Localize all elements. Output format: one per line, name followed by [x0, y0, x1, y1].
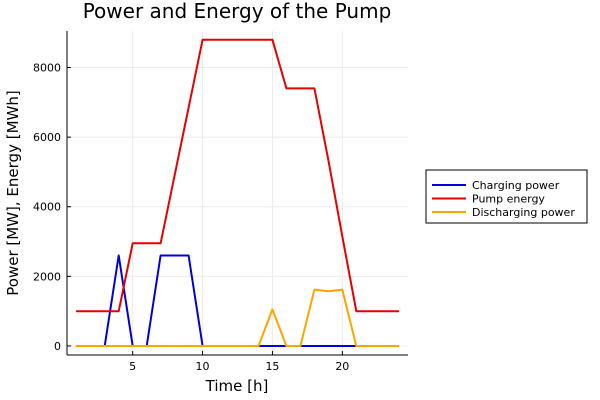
y-tick-label: 4000: [33, 201, 61, 214]
series-line-charging-power: [75, 254, 400, 347]
legend-entry: Charging power: [472, 179, 560, 192]
series-lines: [75, 38, 400, 347]
y-tick-label: 0: [54, 340, 61, 353]
legend-box: [425, 169, 588, 224]
y-axis-label: Power [MW], Energy [MWh]: [4, 90, 22, 295]
grid-lines: [67, 31, 408, 355]
series-line-discharging-power: [75, 288, 400, 347]
chart-title: Power and Energy of the Pump: [83, 0, 392, 23]
x-tick-label: 15: [265, 360, 279, 373]
legend-entry: Discharging power: [472, 206, 575, 219]
tick-marks: 5 10 15 20 0 2000 4000 6000 8000: [33, 62, 349, 373]
y-tick-label: 6000: [33, 131, 61, 144]
x-tick-label: 10: [196, 360, 210, 373]
axes: [66, 31, 408, 356]
x-tick-label: 5: [129, 360, 136, 373]
y-tick-label: 8000: [33, 62, 61, 75]
series-line-pump-energy: [75, 38, 400, 313]
x-axis-label: Time [h]: [205, 377, 269, 395]
y-tick-label: 2000: [33, 270, 61, 283]
legend-entry: Pump energy: [472, 193, 545, 206]
x-tick-label: 20: [335, 360, 349, 373]
